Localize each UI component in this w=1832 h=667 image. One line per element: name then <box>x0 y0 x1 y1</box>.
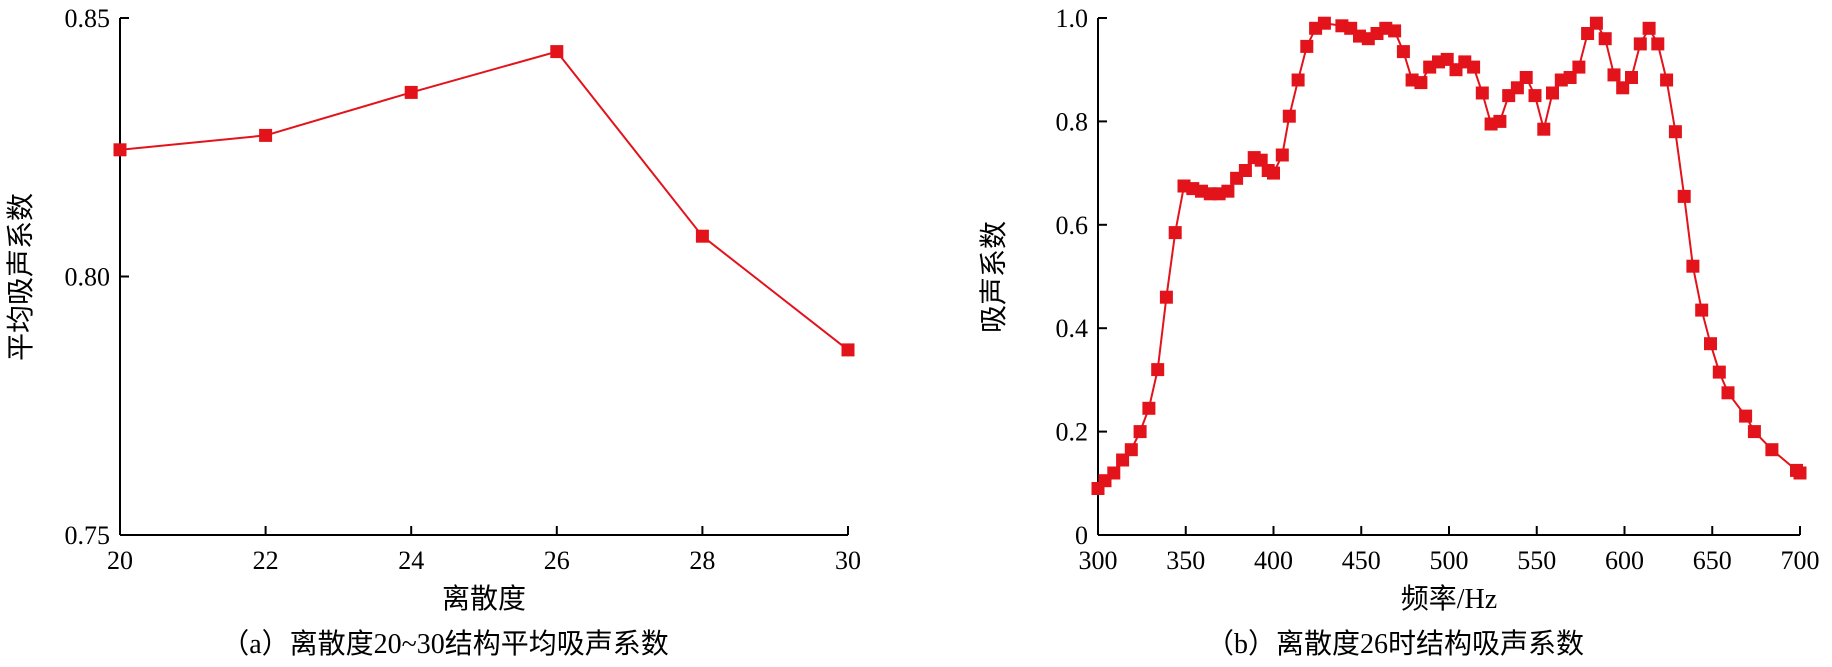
data-point <box>1291 73 1305 87</box>
chart-caption: （b）离散度26时结构吸声系数 <box>1206 628 1584 660</box>
chart-b-absorption-vs-frequency: 300 350 400 450 500 550 600 650 700 0 0.2 0.4 0.6 0.8… <box>978 4 1820 660</box>
y-tick-label: 0.4 <box>1056 314 1089 343</box>
data-point <box>1300 39 1314 53</box>
series-line <box>1097 21 1801 490</box>
x-tick-label: 700 <box>1781 546 1820 575</box>
data-point <box>1546 86 1559 100</box>
data-point <box>1254 153 1268 167</box>
y-axis-label: 吸声系数 <box>978 221 1010 333</box>
data-point <box>695 229 709 243</box>
data-point <box>1572 60 1586 74</box>
y-tick-label: 0.80 <box>65 263 111 292</box>
data-point <box>1467 60 1481 74</box>
data-point <box>1668 125 1682 139</box>
x-tick-label: 550 <box>1517 546 1556 575</box>
data-point <box>1695 303 1709 317</box>
data-point <box>113 143 127 157</box>
y-axis-label: 平均吸声系数 <box>5 193 37 361</box>
x-tick-label: 24 <box>398 546 424 575</box>
data-point <box>1159 290 1173 304</box>
x-tick-label: 26 <box>544 546 570 575</box>
data-point <box>1581 27 1595 40</box>
data-point <box>1651 37 1665 51</box>
x-axis-label: 离散度 <box>442 583 526 615</box>
x-tick-label: 20 <box>107 546 133 575</box>
data-point <box>1107 466 1121 480</box>
x-tick-label: 30 <box>835 546 861 575</box>
data-point <box>1475 86 1489 100</box>
data-point <box>1414 76 1428 90</box>
x-tick-label: 650 <box>1693 546 1732 575</box>
data-point <box>1660 73 1674 87</box>
data-point <box>1793 466 1807 480</box>
x-tick-label: 300 <box>1079 546 1118 575</box>
data-point <box>259 128 273 142</box>
data-point <box>1267 166 1280 180</box>
data-point <box>1589 16 1603 30</box>
data-point <box>1388 24 1402 38</box>
data-point <box>1151 363 1165 377</box>
y-tick-label: 0.75 <box>65 521 111 550</box>
x-tick-label: 450 <box>1342 546 1381 575</box>
data-point <box>1133 425 1147 439</box>
data-point <box>1633 37 1647 51</box>
data-point <box>1142 401 1156 415</box>
data-point <box>1721 386 1735 400</box>
data-point <box>1168 226 1182 240</box>
data-point <box>1642 21 1656 35</box>
data-point <box>1124 443 1138 457</box>
data-point <box>1704 337 1717 351</box>
data-point <box>1317 16 1331 30</box>
y-tick-label: 0.8 <box>1056 107 1089 136</box>
series-line <box>119 50 849 351</box>
data-point <box>1747 425 1761 439</box>
data-point <box>1282 109 1296 123</box>
data-point <box>1440 52 1454 66</box>
x-axis-label: 频率/Hz <box>1401 583 1497 615</box>
data-point <box>1275 148 1289 162</box>
x-tick-label: 400 <box>1254 546 1293 575</box>
data-point <box>1765 443 1779 457</box>
data-point <box>1510 81 1524 95</box>
data-point <box>1493 114 1507 128</box>
x-tick-label: 28 <box>689 546 715 575</box>
data-point <box>1712 365 1726 379</box>
data-point <box>1598 32 1612 46</box>
data-point <box>404 85 418 99</box>
data-point <box>1116 453 1130 467</box>
chart-caption: （a）离散度20~30结构平均吸声系数 <box>221 628 669 660</box>
data-point <box>1616 81 1630 95</box>
data-point <box>1739 409 1753 423</box>
x-tick-label: 22 <box>253 546 279 575</box>
data-point <box>1625 71 1638 84</box>
x-tick-label: 350 <box>1166 546 1205 575</box>
data-point <box>1677 189 1691 203</box>
data-point <box>1238 164 1252 177</box>
y-tick-label: 1.0 <box>1056 4 1089 33</box>
y-tick-label: 0.85 <box>65 4 111 33</box>
data-point <box>1537 122 1551 136</box>
y-tick-label: 0.2 <box>1056 418 1089 447</box>
data-point <box>1396 45 1410 59</box>
data-point <box>1221 184 1235 198</box>
data-point <box>1607 68 1621 82</box>
data-point <box>1519 71 1533 84</box>
data-point <box>1528 89 1542 103</box>
y-tick-label: 0 <box>1075 521 1088 550</box>
data-point <box>550 45 564 59</box>
data-point <box>1686 259 1700 273</box>
data-point <box>1563 71 1577 84</box>
data-point <box>841 343 855 357</box>
x-tick-label: 600 <box>1605 546 1644 575</box>
x-tick-label: 500 <box>1430 546 1469 575</box>
y-tick-label: 0.6 <box>1056 211 1089 240</box>
chart-a-average-absorption: 20 22 24 26 28 30 0.75 0.80 0.85 离散度 平均吸声系数 （a）离散度2… <box>5 4 861 660</box>
